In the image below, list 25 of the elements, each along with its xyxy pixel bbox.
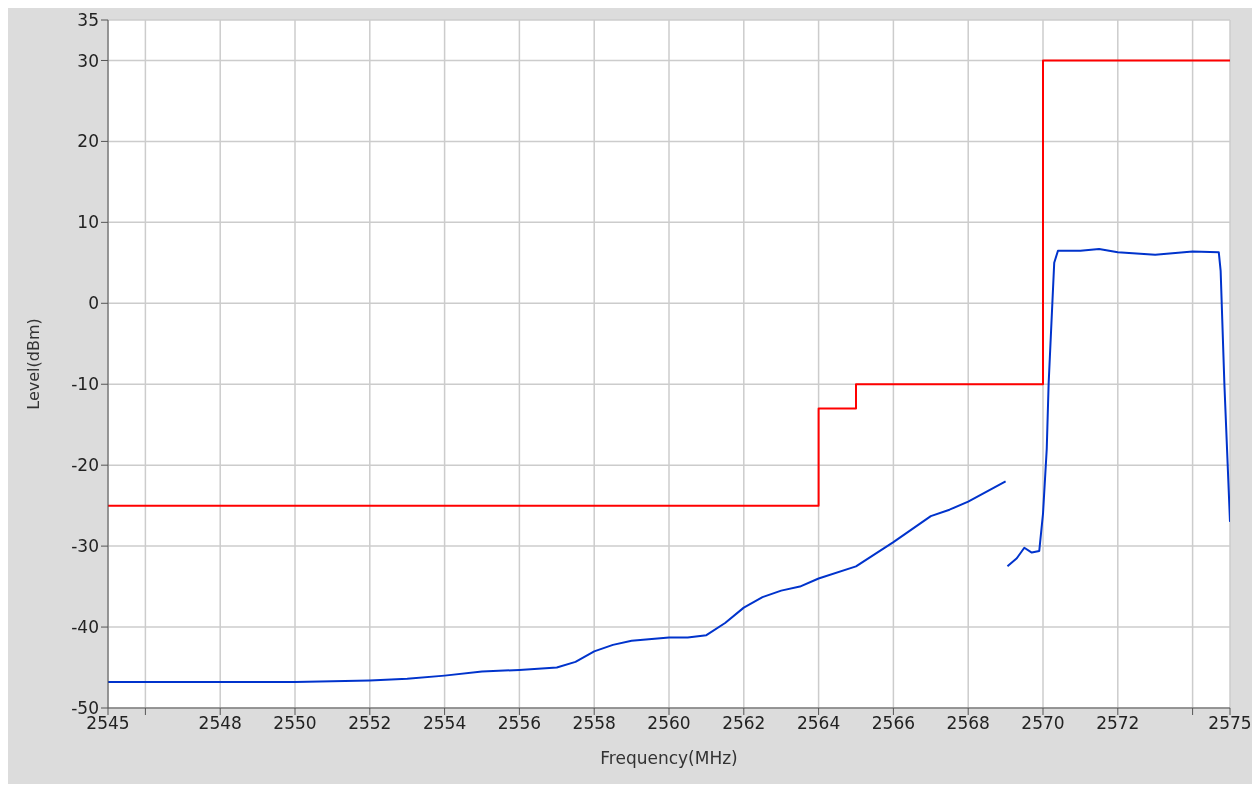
y-tick-label: 0 bbox=[88, 293, 99, 314]
x-tick-label: 2562 bbox=[722, 713, 766, 734]
x-tick-label: 2570 bbox=[1021, 713, 1065, 734]
y-tick-label: -40 bbox=[71, 617, 99, 638]
y-axis-title: Level(dBm) bbox=[23, 318, 43, 410]
x-tick-label: 2566 bbox=[871, 713, 916, 734]
y-tick-label: 20 bbox=[77, 131, 99, 152]
x-tick-label: 2564 bbox=[796, 713, 841, 734]
x-tick-label: 2552 bbox=[348, 713, 392, 734]
x-tick-label: 2560 bbox=[647, 713, 691, 734]
x-tick-label: 2568 bbox=[946, 713, 990, 734]
y-tick-label: 35 bbox=[77, 10, 99, 31]
x-tick-label: 2558 bbox=[572, 713, 616, 734]
y-tick-label: -10 bbox=[71, 374, 99, 395]
x-tick-label: 2548 bbox=[198, 713, 242, 734]
y-tick-label: 10 bbox=[77, 212, 99, 233]
x-tick-label: 2556 bbox=[497, 713, 542, 734]
x-tick-label: 2572 bbox=[1096, 713, 1140, 734]
y-tick-label: -20 bbox=[71, 455, 99, 476]
x-tick-label: 2554 bbox=[422, 713, 467, 734]
x-tick-label: 2575 bbox=[1208, 713, 1252, 734]
x-axis-title: Frequency(MHz) bbox=[600, 748, 738, 768]
x-tick-label: 2550 bbox=[273, 713, 317, 734]
y-tick-label: -30 bbox=[71, 536, 99, 557]
y-tick-label: 30 bbox=[77, 50, 99, 71]
